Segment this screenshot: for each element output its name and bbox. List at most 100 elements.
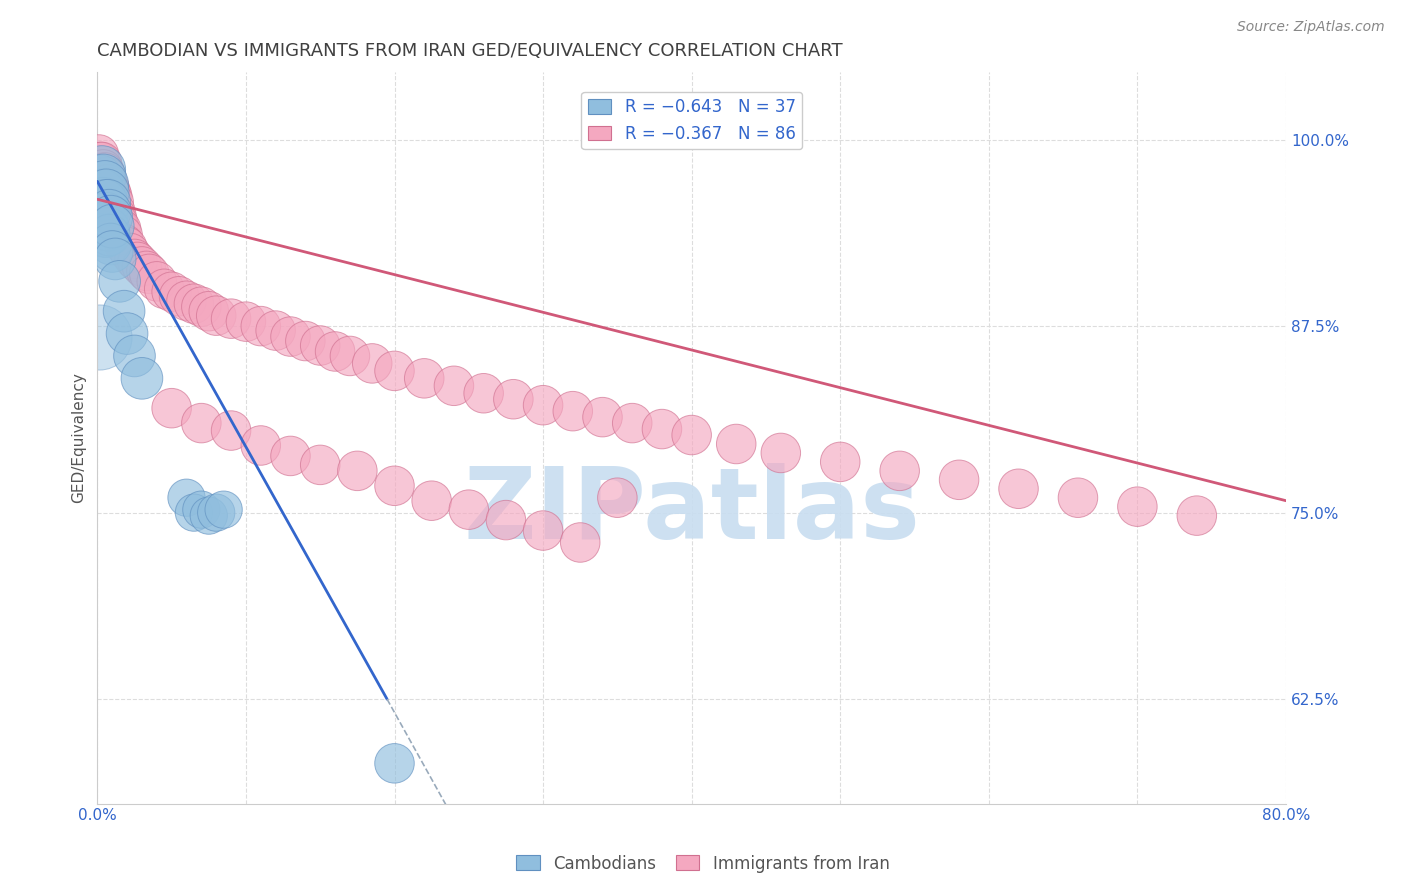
Point xyxy=(94,214,117,228)
Point xyxy=(124,349,146,363)
Point xyxy=(1185,508,1208,523)
Point xyxy=(294,334,316,348)
Point xyxy=(91,178,114,192)
Point xyxy=(96,185,118,199)
Point xyxy=(112,304,135,318)
Point xyxy=(131,260,153,274)
Point xyxy=(100,210,122,224)
Point xyxy=(830,455,852,469)
Point xyxy=(111,228,134,243)
Point xyxy=(212,502,235,516)
Point xyxy=(339,349,361,363)
Point xyxy=(100,237,122,252)
Point xyxy=(112,237,135,252)
Point xyxy=(97,222,120,236)
Legend: Cambodians, Immigrants from Iran: Cambodians, Immigrants from Iran xyxy=(510,848,896,880)
Point xyxy=(384,364,406,378)
Point xyxy=(135,264,157,278)
Point xyxy=(531,398,554,412)
Point xyxy=(96,185,118,199)
Point xyxy=(309,338,332,352)
Point xyxy=(94,195,117,210)
Point xyxy=(346,464,368,478)
Point xyxy=(104,252,127,266)
Point xyxy=(90,169,112,184)
Point xyxy=(87,329,110,343)
Point xyxy=(115,240,138,254)
Point xyxy=(98,195,121,210)
Text: Source: ZipAtlas.com: Source: ZipAtlas.com xyxy=(1237,20,1385,34)
Point xyxy=(235,315,257,329)
Point xyxy=(384,756,406,771)
Point xyxy=(190,416,212,430)
Point xyxy=(725,437,748,451)
Point xyxy=(420,493,443,508)
Point xyxy=(205,309,228,323)
Point xyxy=(561,404,583,418)
Point xyxy=(138,267,160,281)
Point xyxy=(889,464,911,478)
Point xyxy=(384,479,406,493)
Point xyxy=(89,155,111,169)
Point xyxy=(110,222,132,236)
Point xyxy=(90,162,112,177)
Point xyxy=(90,185,112,199)
Point xyxy=(87,147,110,161)
Point xyxy=(131,371,153,385)
Point xyxy=(249,438,271,452)
Point xyxy=(98,180,121,194)
Point xyxy=(98,204,121,219)
Point xyxy=(190,502,212,516)
Point xyxy=(190,300,212,314)
Point xyxy=(101,189,124,203)
Point xyxy=(127,255,149,269)
Point xyxy=(115,326,138,341)
Point xyxy=(1007,482,1029,496)
Point xyxy=(167,289,190,303)
Point xyxy=(176,293,198,308)
Point xyxy=(413,371,436,385)
Point xyxy=(100,185,122,199)
Point xyxy=(91,192,114,206)
Point xyxy=(183,296,205,310)
Point xyxy=(97,195,120,210)
Point xyxy=(219,311,242,326)
Text: CAMBODIAN VS IMMIGRANTS FROM IRAN GED/EQUIVALENCY CORRELATION CHART: CAMBODIAN VS IMMIGRANTS FROM IRAN GED/EQ… xyxy=(97,42,844,60)
Point xyxy=(96,229,118,244)
Point xyxy=(97,192,120,206)
Point xyxy=(361,356,384,370)
Point xyxy=(101,219,124,234)
Point xyxy=(948,473,970,487)
Point xyxy=(104,204,127,219)
Point xyxy=(108,274,131,288)
Point xyxy=(592,410,614,425)
Point xyxy=(472,386,495,401)
Point xyxy=(118,246,141,260)
Point xyxy=(249,319,271,334)
Point xyxy=(1126,500,1149,514)
Point xyxy=(219,424,242,438)
Point xyxy=(96,207,118,221)
Point xyxy=(160,285,183,299)
Point xyxy=(91,169,114,184)
Point xyxy=(91,214,114,228)
Point xyxy=(89,169,111,184)
Point xyxy=(108,222,131,236)
Point xyxy=(197,508,219,523)
Point xyxy=(96,169,118,184)
Point xyxy=(531,524,554,538)
Point xyxy=(91,162,114,177)
Point xyxy=(87,192,110,206)
Point xyxy=(443,379,465,393)
Point xyxy=(101,244,124,259)
Point xyxy=(280,449,302,463)
Point xyxy=(103,195,125,210)
Text: ZIPatlas: ZIPatlas xyxy=(463,463,920,559)
Point xyxy=(90,207,112,221)
Point xyxy=(146,274,169,288)
Point xyxy=(94,165,117,179)
Point xyxy=(98,228,121,243)
Point xyxy=(457,502,479,516)
Point xyxy=(105,210,128,224)
Point xyxy=(183,506,205,520)
